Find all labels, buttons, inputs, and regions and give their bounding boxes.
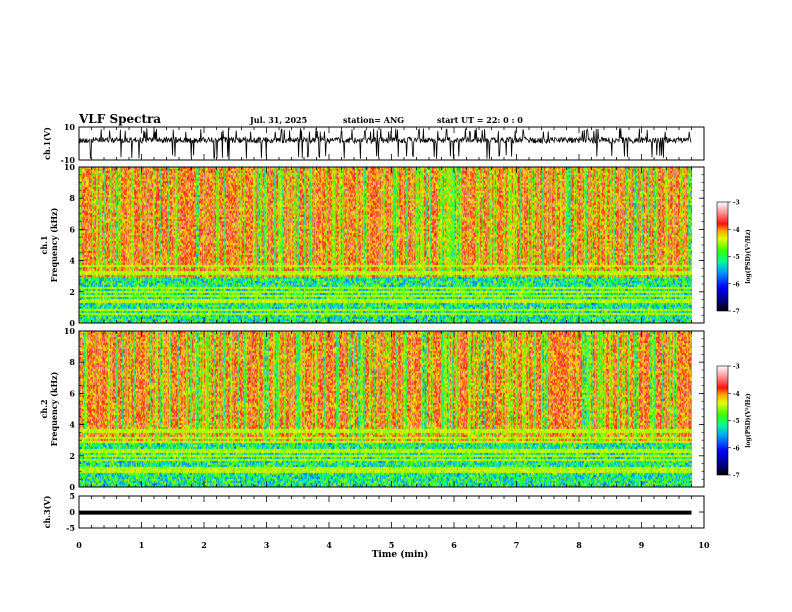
y-tick-label: 2 xyxy=(69,287,75,297)
y-axis-label: ch.1(V) xyxy=(42,127,52,160)
figure-title: VLF Spectra xyxy=(78,112,161,126)
colorbar-tick-label: -6 xyxy=(733,281,740,288)
y-tick-label: 5 xyxy=(69,491,75,501)
date-label: Jul. 31, 2025 xyxy=(249,115,307,125)
x-tick-label: 3 xyxy=(264,540,270,550)
x-tick-label: 6 xyxy=(451,540,457,550)
colorbar-tick-label: -4 xyxy=(733,391,740,398)
x-tick-label: 0 xyxy=(76,540,82,550)
x-tick-label: 5 xyxy=(389,540,395,550)
y-tick-label: 6 xyxy=(69,388,75,398)
ch1-waveform-panel: 10 -10 ch.1(V) xyxy=(42,122,705,165)
y-tick-label: 0 xyxy=(69,318,75,328)
colorbar-gradient xyxy=(716,201,729,312)
y-tick-label: 10 xyxy=(64,326,76,336)
colorbar-label: log(PSD)(V²/Hz) xyxy=(745,393,752,448)
x-tick-label: 9 xyxy=(639,540,645,550)
x-tick-label: 10 xyxy=(698,540,710,550)
colorbar-tick-label: -3 xyxy=(733,200,740,207)
y-tick-label: 8 xyxy=(69,193,75,203)
y-axis-label: ch.3(V) xyxy=(42,495,52,528)
spectrogram-heatmap xyxy=(79,167,692,323)
colorbar-tick-label: -6 xyxy=(733,445,740,452)
colorbar-tick-label: -3 xyxy=(733,364,740,371)
ch2-spectrogram-panel: 0 2 4 6 8 10 ch.2 Frequency (kHz) xyxy=(39,326,705,492)
x-tick-label: 4 xyxy=(326,540,332,550)
start-time-label: start UT = 22: 0 : 0 xyxy=(437,115,523,125)
time-axis: 0 1 2 3 4 5 6 7 8 9 10 xyxy=(76,540,710,550)
ch2-colorbar: -3 -4 -5 -6 -7 log(PSD)(V²/Hz) xyxy=(716,364,752,480)
y-tick-label: -10 xyxy=(61,155,76,165)
x-tick-label: 8 xyxy=(576,540,582,550)
station-label: station= ANG xyxy=(343,115,404,125)
ch1-spectrogram-panel: 0 2 4 6 8 10 ch.1 Frequency (kHz) xyxy=(39,162,705,328)
colorbar-tick-label: -7 xyxy=(733,309,740,316)
x-tick-label: 1 xyxy=(139,540,145,550)
y-axis-label: Frequency (kHz) xyxy=(49,207,59,282)
colorbar-label: log(PSD)(V²/Hz) xyxy=(745,229,752,284)
y-tick-label: 2 xyxy=(69,451,75,461)
spectrogram-heatmap xyxy=(79,331,692,487)
colorbar-gradient xyxy=(716,365,729,476)
colorbar-tick-label: -5 xyxy=(733,418,740,425)
y-tick-label: 4 xyxy=(69,420,75,430)
y-axis-label: ch.2 xyxy=(39,399,49,418)
x-axis-label: Time (min) xyxy=(372,549,429,560)
x-tick-label: 2 xyxy=(201,540,207,550)
y-axis-label: Frequency (kHz) xyxy=(49,371,59,446)
y-tick-label: -5 xyxy=(66,523,75,533)
ch1-colorbar: -3 -4 -5 -6 -7 log(PSD)(V²/Hz) xyxy=(716,200,752,316)
colorbar-tick-label: -5 xyxy=(733,254,740,261)
y-tick-label: 10 xyxy=(64,122,76,132)
y-tick-label: 4 xyxy=(69,256,75,266)
y-tick-label: 10 xyxy=(64,162,76,172)
y-tick-label: 6 xyxy=(69,224,75,234)
colorbar-tick-label: -7 xyxy=(733,473,740,480)
y-tick-label: 8 xyxy=(69,357,75,367)
colorbar-tick-label: -4 xyxy=(733,227,740,234)
ch1-waveform-line xyxy=(78,127,692,160)
ch3-waveform-panel: 5 0 -5 ch.3(V) xyxy=(42,491,705,533)
x-tick-label: 7 xyxy=(514,540,520,550)
y-tick-label: 0 xyxy=(69,507,75,517)
y-axis-label: ch.1 xyxy=(39,235,49,254)
y-tick-label: 0 xyxy=(69,482,75,492)
